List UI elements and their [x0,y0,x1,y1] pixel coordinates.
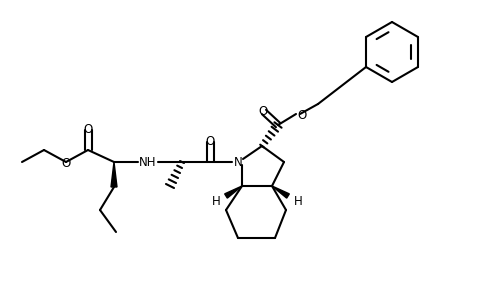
Text: O: O [297,109,307,121]
Polygon shape [111,162,117,187]
Text: N: N [234,155,243,168]
Text: NH: NH [139,155,157,168]
Text: O: O [258,104,268,118]
Polygon shape [272,186,289,198]
Text: H: H [212,194,220,207]
Text: H: H [294,194,302,207]
Text: O: O [61,157,71,170]
Text: O: O [83,123,93,136]
Text: O: O [205,134,215,147]
Polygon shape [225,186,242,198]
